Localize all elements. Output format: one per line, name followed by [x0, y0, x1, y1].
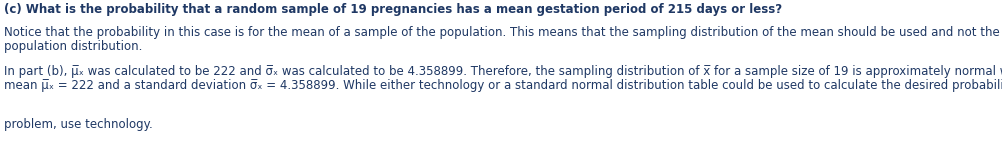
Text: problem, use technology.: problem, use technology.	[4, 118, 152, 131]
Text: Notice that the probability in this case is for the mean of a sample of the popu: Notice that the probability in this case…	[4, 26, 1000, 39]
Text: (c) What is the probability that a random sample of 19 pregnancies has a mean ge: (c) What is the probability that a rando…	[4, 3, 783, 16]
Text: population distribution.: population distribution.	[4, 40, 142, 53]
Text: In part (b), μ̅ₓ was calculated to be 222 and σ̅ₓ was calculated to be 4.358899.: In part (b), μ̅ₓ was calculated to be 22…	[4, 65, 1002, 78]
Text: mean μ̅ₓ = 222 and a standard deviation σ̅ₓ = 4.358899. While either technology : mean μ̅ₓ = 222 and a standard deviation …	[4, 79, 1002, 92]
